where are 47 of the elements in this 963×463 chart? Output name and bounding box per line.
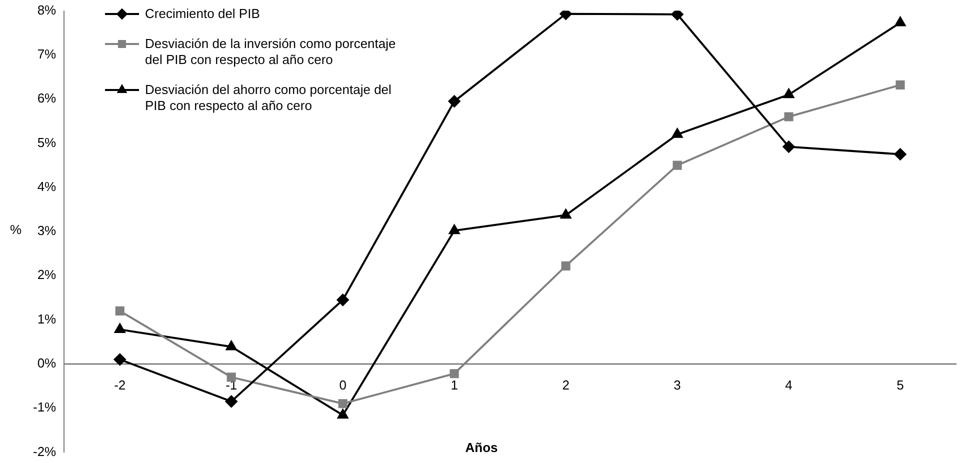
x-tick-label: -2 bbox=[114, 377, 126, 392]
y-tick-label: 5% bbox=[37, 134, 57, 150]
point bbox=[225, 395, 238, 408]
point bbox=[338, 399, 348, 408]
x-tick-label: 5 bbox=[896, 377, 904, 392]
y-tick-label: 6% bbox=[37, 90, 57, 106]
point bbox=[226, 340, 237, 350]
point bbox=[672, 160, 682, 170]
point bbox=[671, 10, 684, 20]
point bbox=[784, 112, 794, 122]
point bbox=[561, 261, 570, 270]
legend-label: Desviación del ahorro como porcentaje del PIB con respecto al año cero bbox=[145, 82, 392, 114]
point bbox=[783, 88, 794, 98]
y-tick-label: 3% bbox=[37, 223, 57, 238]
point bbox=[560, 10, 572, 20]
point bbox=[226, 372, 236, 382]
point bbox=[338, 409, 348, 419]
y-tick-label: -2% bbox=[32, 444, 57, 459]
y-tick-label: 8% bbox=[37, 2, 57, 18]
y-axis-title: % bbox=[10, 222, 22, 237]
y-tick-label: 0% bbox=[37, 356, 57, 370]
x-tick-label: 1 bbox=[450, 377, 458, 392]
y-tick-label: 4% bbox=[37, 178, 57, 194]
x-axis-title: Años bbox=[465, 440, 498, 455]
point bbox=[114, 323, 126, 333]
legend-label: Crecimiento del PIB bbox=[145, 6, 260, 22]
x-tick-label: 3 bbox=[674, 377, 681, 392]
point bbox=[448, 95, 460, 108]
point bbox=[672, 128, 683, 138]
point bbox=[115, 306, 124, 316]
point bbox=[336, 294, 349, 306]
point bbox=[894, 148, 906, 160]
y-tick-label: 7% bbox=[37, 46, 57, 62]
y-tick-label: 2% bbox=[37, 267, 57, 282]
point bbox=[448, 224, 460, 234]
y-tick-label: -1% bbox=[32, 400, 57, 415]
point bbox=[782, 140, 795, 153]
point bbox=[894, 16, 906, 26]
x-tick-label: 0 bbox=[339, 377, 346, 392]
point bbox=[114, 354, 126, 366]
point bbox=[450, 369, 459, 378]
legend-label: Desviación de la inversión como porcentaje del PIB con respecto al año cero bbox=[145, 36, 397, 68]
point bbox=[896, 80, 905, 90]
x-tick-label: 2 bbox=[562, 377, 570, 392]
x-tick-label: 4 bbox=[785, 377, 792, 392]
y-tick-label: 1% bbox=[37, 311, 57, 326]
point bbox=[560, 209, 572, 219]
